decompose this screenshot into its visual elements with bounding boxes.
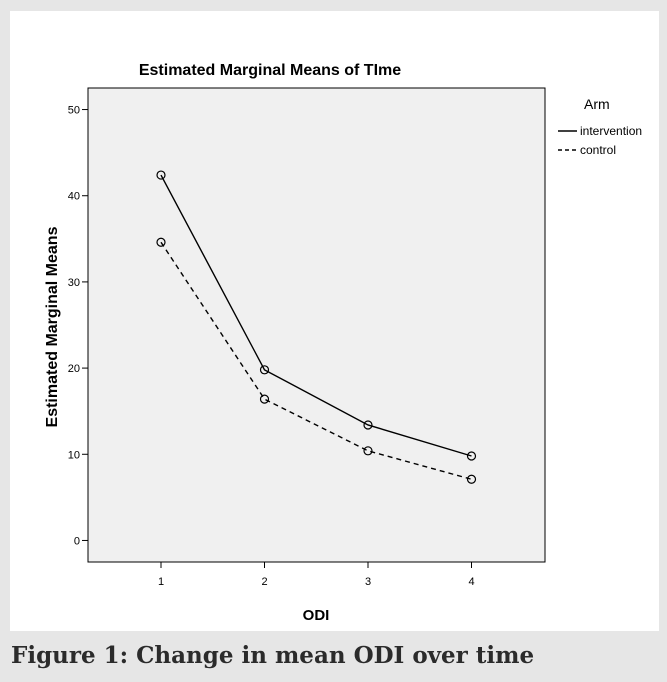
data-point-control (466, 474, 477, 484)
legend-label-intervention: intervention (580, 124, 642, 138)
y-tick-label: 40 (68, 191, 80, 203)
legend-title: Arm (584, 96, 610, 112)
data-point-control (156, 237, 166, 247)
data-point-intervention (156, 170, 166, 180)
figure-caption: Figure 1: Change in mean ODI over time (11, 642, 535, 669)
figure-panel: Estimated Marginal Means of TIme 0 10 20 30… (10, 11, 659, 631)
data-point-intervention (363, 420, 373, 430)
legend-label-control: control (580, 143, 616, 157)
y-tick-label: 50 (68, 105, 80, 117)
series-line-intervention (160, 174, 472, 457)
data-point-control (363, 446, 373, 456)
chart-title: Estimated Marginal Means of TIme (139, 62, 401, 79)
x-tick-label: 4 (468, 576, 474, 588)
data-point-intervention (466, 451, 477, 461)
y-tick-label: 20 (68, 363, 80, 375)
series-line-control (160, 241, 472, 480)
series-layer (156, 170, 477, 484)
y-tick-label: 0 (74, 535, 80, 547)
y-tick-label: 10 (68, 449, 80, 461)
x-axis-label: ODI (303, 607, 330, 624)
x-tick-label: 1 (158, 576, 164, 588)
legend: Arm intervention control (558, 96, 642, 157)
plot-area (87, 87, 546, 563)
axes: 0 10 20 30 40 50 1 2 3 4 (68, 105, 475, 588)
x-tick-label: 3 (365, 576, 371, 588)
data-point-control (259, 394, 270, 404)
chart: Estimated Marginal Means of TIme 0 10 20 30… (44, 62, 642, 624)
y-tick-label: 30 (68, 277, 80, 289)
data-point-intervention (259, 365, 270, 375)
y-axis-label: Estimated Marginal Means (44, 226, 61, 427)
x-tick-label: 2 (261, 576, 267, 588)
